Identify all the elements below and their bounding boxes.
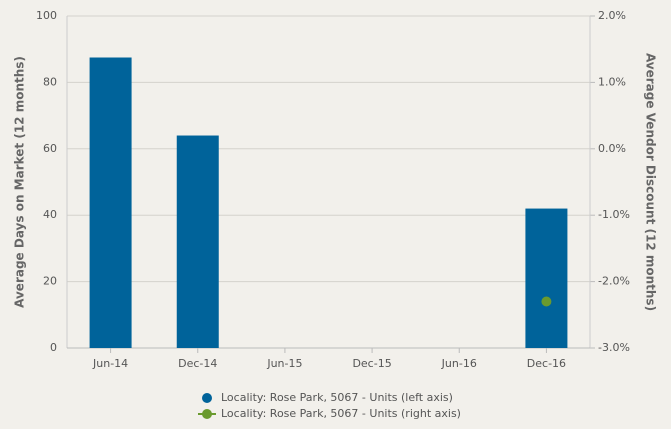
- x-tick-label: Jun-14: [92, 357, 128, 370]
- y-tick-label: 100: [36, 9, 57, 22]
- point: [541, 296, 552, 307]
- y2-tick-label: -2.0%: [598, 275, 630, 288]
- y-tick-label: 40: [43, 208, 57, 221]
- x-tick-label: Dec-15: [352, 357, 391, 370]
- legend-label: Locality: Rose Park, 5067 - Units (right…: [221, 407, 461, 420]
- bar: [176, 135, 219, 348]
- legend-label: Locality: Rose Park, 5067 - Units (left …: [221, 391, 453, 404]
- legend-marker: [202, 393, 212, 403]
- bar: [89, 57, 132, 348]
- y-tick-label: 60: [43, 142, 57, 155]
- y-tick-label: 80: [43, 75, 57, 88]
- y2-tick-label: 2.0%: [598, 9, 626, 22]
- y-tick-label: 20: [43, 275, 57, 288]
- y-axis-title: Average Days on Market (12 months): [13, 56, 27, 308]
- y2-tick-label: 0.0%: [598, 142, 626, 155]
- y2-tick-label: -1.0%: [598, 208, 630, 221]
- x-tick-label: Dec-16: [527, 357, 566, 370]
- y2-tick-label: 1.0%: [598, 75, 626, 88]
- bar: [525, 208, 568, 348]
- y2-axis-title: Average Vendor Discount (12 months): [644, 53, 658, 311]
- x-tick-label: Jun-15: [266, 357, 302, 370]
- legend-marker: [202, 409, 212, 419]
- x-tick-label: Dec-14: [178, 357, 217, 370]
- x-tick-label: Jun-16: [441, 357, 477, 370]
- y-tick-label: 0: [50, 341, 57, 354]
- y2-tick-label: -3.0%: [598, 341, 630, 354]
